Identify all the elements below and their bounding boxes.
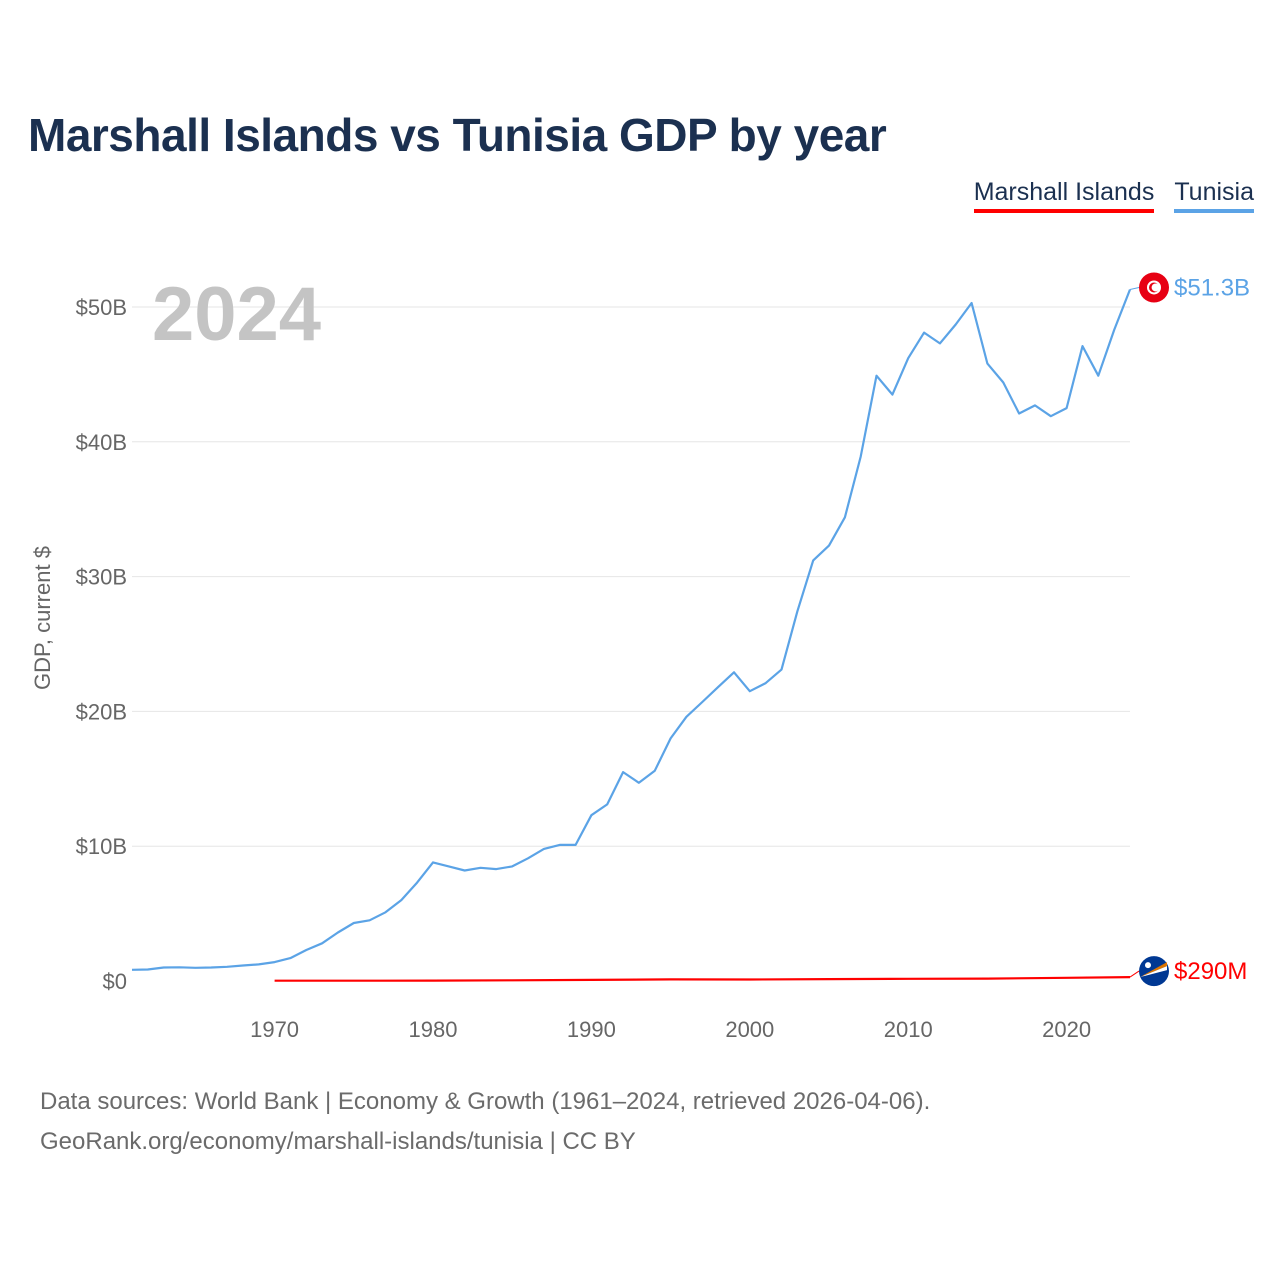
y-tick-label: $50B <box>76 295 127 320</box>
legend-item-marshall-islands[interactable]: Marshall Islands <box>973 178 1155 213</box>
marshall-islands-flag-icon <box>1139 956 1169 987</box>
x-axis-ticks: 1970 1980 1990 2000 2010 2020 <box>250 1017 1091 1042</box>
legend-item-tunisia[interactable]: Tunisia <box>1174 178 1254 213</box>
y-axis-ticks: $0 $10B $20B $30B $40B $50B <box>76 295 127 994</box>
y-tick-label: $0 <box>103 969 127 994</box>
x-tick-label: 1970 <box>250 1017 299 1042</box>
series-line-marshall-islands[interactable] <box>274 976 1131 982</box>
y-tick-label: $40B <box>76 430 127 455</box>
x-tick-label: 2000 <box>725 1017 774 1042</box>
data-source-text: Data sources: World Bank | Economy & Gro… <box>40 1088 931 1115</box>
y-axis-title: GDP, current $ <box>30 546 55 690</box>
x-tick-label: 1980 <box>409 1017 458 1042</box>
year-watermark: 2024 <box>152 272 321 357</box>
x-tick-label: 2020 <box>1042 1017 1091 1042</box>
tunisia-flag-icon <box>1139 272 1169 303</box>
source-link-text[interactable]: GeoRank.org/economy/marshall-islands/tun… <box>40 1128 636 1155</box>
legend: Marshall Islands Tunisia <box>973 178 1254 213</box>
grid-lines <box>132 306 1130 847</box>
series-line-tunisia[interactable] <box>131 289 1132 971</box>
end-connector-marshall-islands <box>1129 970 1140 978</box>
x-tick-label: 1990 <box>567 1017 616 1042</box>
footer: Data sources: World Bank | Economy & Gro… <box>40 1082 930 1162</box>
end-value-label-tunisia: $51.3B <box>1174 274 1250 301</box>
end-labels: $51.3B $290M <box>1129 272 1250 987</box>
y-tick-label: $30B <box>76 565 127 590</box>
series-lines <box>131 289 1132 982</box>
y-tick-label: $20B <box>76 699 127 724</box>
y-tick-label: $10B <box>76 834 127 859</box>
x-tick-label: 2010 <box>884 1017 933 1042</box>
line-chart: $0 $10B $20B $30B $40B $50B 1970 1980 1990 2000 2… <box>30 272 1250 1042</box>
end-value-label-marshall-islands: $290M <box>1174 958 1247 985</box>
end-connector-tunisia <box>1129 286 1140 290</box>
chart-title: Marshall Islands vs Tunisia GDP by year <box>28 109 887 161</box>
